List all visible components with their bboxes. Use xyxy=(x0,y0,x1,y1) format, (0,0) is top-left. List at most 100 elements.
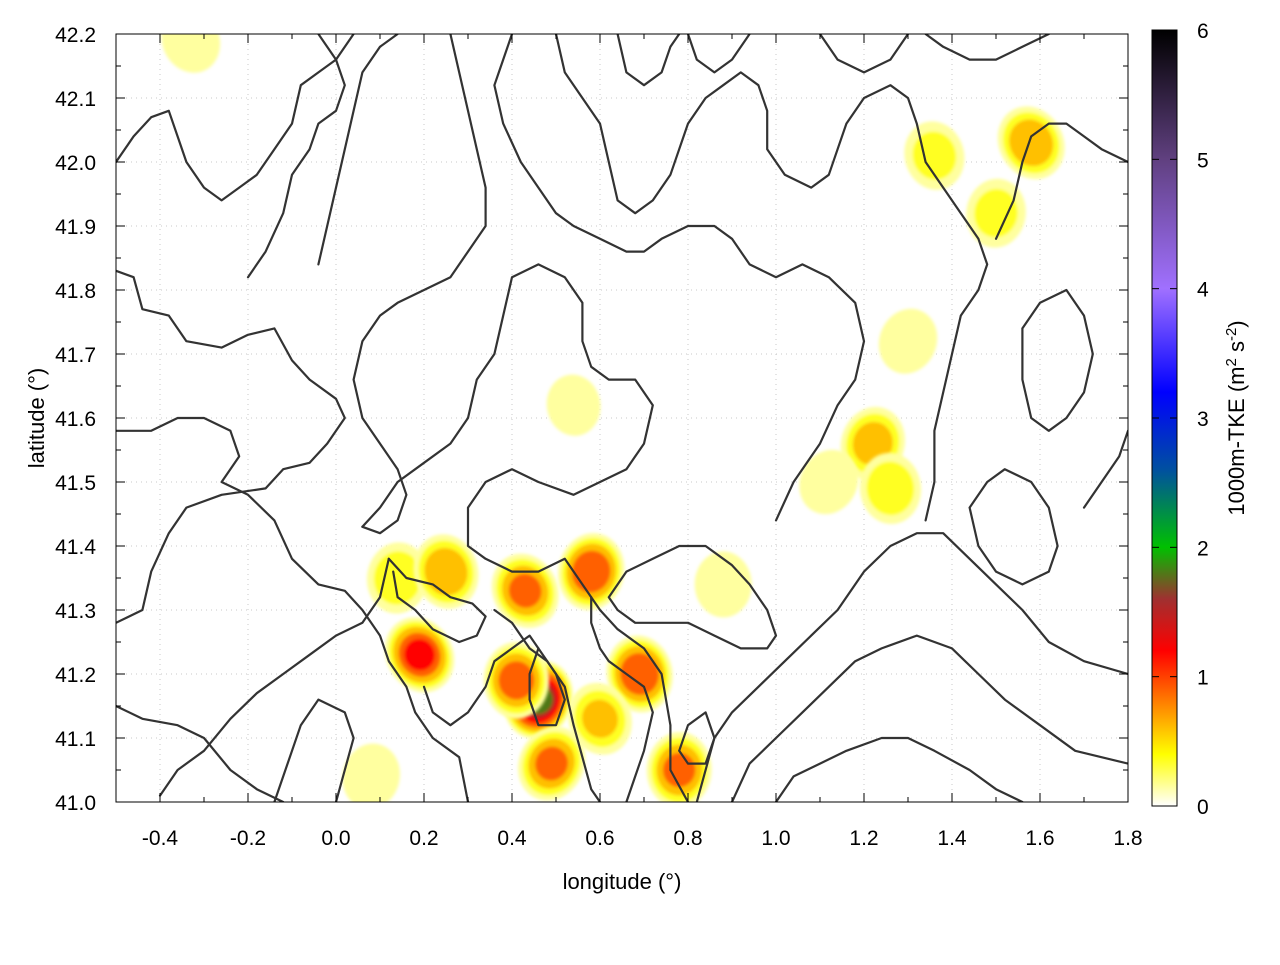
tke-hotspot xyxy=(384,617,455,693)
colorbar-tick-labels: 0 1 2 3 4 5 6 xyxy=(1197,20,1209,819)
contour-line xyxy=(493,608,602,802)
colorbar-label-sup1: 2 xyxy=(1223,358,1240,366)
tke-level xyxy=(373,551,422,605)
contour-lines xyxy=(116,34,1128,802)
tke-hotspot xyxy=(694,551,752,618)
x-tick-label: 0.6 xyxy=(585,827,614,850)
contour-line xyxy=(116,704,285,802)
y-tick-label: 41.8 xyxy=(55,280,96,303)
x-tick-label: 0.8 xyxy=(673,827,702,850)
tke-field xyxy=(161,34,1065,802)
x-tick-label: -0.2 xyxy=(230,827,266,850)
x-tick-label: 0.4 xyxy=(497,827,527,850)
contour-line xyxy=(1021,288,1094,432)
colorbar-label-mid: s xyxy=(1224,341,1249,358)
y-tick-label: 41.3 xyxy=(55,600,96,623)
x-tick-label: -0.4 xyxy=(142,827,179,850)
y-tick-label: 42.0 xyxy=(55,152,96,175)
contour-line xyxy=(968,468,1059,586)
tke-hotspot xyxy=(558,533,625,611)
tke-level xyxy=(866,461,915,516)
colorbar-tick-label: 6 xyxy=(1197,20,1209,43)
tke-level xyxy=(342,743,400,802)
contour-line xyxy=(387,557,487,644)
colorbar-label-end: ) xyxy=(1224,320,1249,327)
tke-level xyxy=(912,131,957,180)
tke-hotspot xyxy=(413,534,479,609)
tke-level xyxy=(161,34,221,73)
contour-line xyxy=(607,544,778,650)
y-tick-labels: 41.0 41.1 41.2 41.3 41.4 41.5 41.6 41.7 41.8 41.9… xyxy=(55,24,96,815)
contour-line xyxy=(818,34,910,74)
tke-hotspot xyxy=(878,308,938,374)
x-tick-labels: -0.4 -0.2 0.0 0.2 0.4 0.6 0.8 1.0 1.2 1.4 1.6 1.8 xyxy=(142,827,1143,850)
x-tick-label: 1.2 xyxy=(849,827,878,850)
contour-line xyxy=(422,634,540,727)
contour-line xyxy=(1082,429,1128,509)
contour-line xyxy=(678,711,716,765)
contour-line xyxy=(273,698,355,802)
contour-line xyxy=(590,596,654,802)
y-tick-label: 41.9 xyxy=(55,216,96,239)
y-tick-label: 41.5 xyxy=(55,472,96,495)
colorbar-tick-label: 4 xyxy=(1197,279,1209,302)
tke-hotspot xyxy=(366,542,429,614)
contour-line xyxy=(352,34,487,535)
tke-level xyxy=(535,746,568,781)
y-tick-label: 41.1 xyxy=(55,728,96,751)
tke-level xyxy=(620,653,659,695)
contour-line xyxy=(695,532,1128,802)
contour-line xyxy=(158,557,390,797)
contour-line xyxy=(528,647,566,727)
x-axis-label: longitude (°) xyxy=(563,869,682,894)
colorbar-tick-label: 1 xyxy=(1197,667,1209,690)
contour-line xyxy=(493,34,866,522)
x-tick-label: 1.8 xyxy=(1113,827,1142,850)
contour-line xyxy=(924,34,1050,61)
contour-line xyxy=(994,122,1128,240)
contour-line xyxy=(246,34,346,279)
tke-level xyxy=(974,188,1018,238)
tke-level xyxy=(508,573,542,608)
tke-level xyxy=(546,374,601,436)
tke-hotspot xyxy=(859,452,922,525)
y-tick-label: 41.4 xyxy=(55,536,96,559)
contour-line xyxy=(317,34,399,266)
y-tick-label: 41.6 xyxy=(55,408,96,431)
y-axis-label: latitude (°) xyxy=(24,368,49,469)
contour-line xyxy=(774,736,1024,802)
tke-hotspot xyxy=(606,635,673,713)
x-tick-label: 1.0 xyxy=(761,827,790,850)
x-tick-label: 0.0 xyxy=(321,827,350,850)
colorbar-tick-label: 0 xyxy=(1197,796,1209,819)
tke-hotspot xyxy=(568,682,632,755)
tke-hotspot xyxy=(799,449,859,515)
colorbar-ticks xyxy=(1152,29,1177,807)
contour-line xyxy=(116,34,355,202)
tke-hotspot xyxy=(518,726,586,801)
contour-line xyxy=(730,634,1128,802)
y-tick-label: 41.7 xyxy=(55,344,96,367)
tke-level xyxy=(404,639,436,671)
x-tick-label: 1.4 xyxy=(937,827,967,850)
tke-level xyxy=(878,308,938,374)
tke-level xyxy=(694,551,752,618)
tke-hotspot xyxy=(546,374,601,436)
colorbar-tick-label: 2 xyxy=(1197,537,1209,560)
colorbar-label-sup2: -2 xyxy=(1223,328,1240,341)
x-tick-label: 0.2 xyxy=(409,827,438,850)
tke-level xyxy=(1009,119,1054,167)
axis-ticks xyxy=(115,33,1129,803)
colorbar-label: 1000m-TKE (m2 s-2) xyxy=(1223,320,1249,515)
y-tick-label: 41.0 xyxy=(55,792,96,815)
x-tick-label: 1.6 xyxy=(1025,827,1054,850)
tke-hotspot xyxy=(342,743,400,802)
y-tick-label: 42.2 xyxy=(55,24,96,47)
contour-line xyxy=(361,263,690,802)
tke-hotspot xyxy=(483,642,550,719)
contour-line xyxy=(686,34,751,74)
colorbar-tick-label: 5 xyxy=(1197,149,1209,172)
y-tick-label: 42.1 xyxy=(55,88,96,111)
tke-hotspot xyxy=(161,34,221,73)
